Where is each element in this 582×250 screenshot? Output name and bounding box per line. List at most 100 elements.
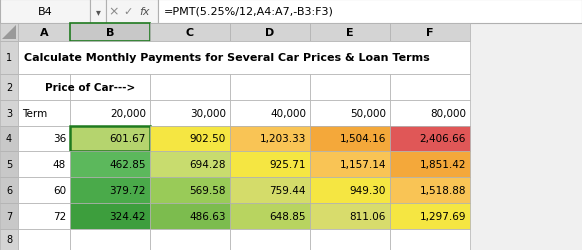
- Text: 811.06: 811.06: [350, 211, 386, 221]
- Text: 486.63: 486.63: [190, 211, 226, 221]
- Bar: [0, 24, 18, 42]
- Bar: [390, 24, 470, 42]
- Text: 949.30: 949.30: [350, 186, 386, 195]
- Text: 324.42: 324.42: [109, 211, 146, 221]
- Bar: [230, 203, 310, 229]
- Bar: [18, 178, 70, 203]
- Bar: [18, 42, 470, 74]
- Bar: [150, 24, 230, 42]
- Bar: [230, 100, 310, 126]
- Bar: [0, 100, 18, 126]
- Bar: [390, 203, 470, 229]
- Text: 1,518.88: 1,518.88: [420, 186, 466, 195]
- Text: 462.85: 462.85: [109, 160, 146, 170]
- Bar: [0, 203, 18, 229]
- Bar: [70, 74, 150, 100]
- Text: 36: 36: [53, 134, 66, 144]
- Text: Term: Term: [22, 108, 47, 118]
- Bar: [18, 203, 70, 229]
- Bar: [18, 74, 70, 100]
- Bar: [230, 126, 310, 152]
- Text: 2: 2: [6, 82, 12, 92]
- Text: ×: ×: [109, 6, 119, 18]
- Bar: [230, 178, 310, 203]
- Bar: [0, 74, 18, 100]
- Bar: [310, 152, 390, 178]
- Text: 1,504.16: 1,504.16: [340, 134, 386, 144]
- Bar: [310, 126, 390, 152]
- Bar: [0, 0, 90, 24]
- Bar: [0, 42, 18, 74]
- Text: 1: 1: [6, 53, 12, 63]
- Text: Calculate Monthly Payments for Several Car Prices & Loan Terms: Calculate Monthly Payments for Several C…: [24, 53, 430, 63]
- Text: F: F: [426, 28, 434, 38]
- Bar: [70, 24, 150, 42]
- Text: ✓: ✓: [123, 7, 133, 17]
- Bar: [18, 126, 70, 152]
- Text: 8: 8: [6, 234, 12, 244]
- Bar: [158, 0, 582, 24]
- Bar: [230, 74, 310, 100]
- Text: 379.72: 379.72: [109, 186, 146, 195]
- Bar: [18, 24, 70, 42]
- Bar: [106, 0, 158, 24]
- Text: 40,000: 40,000: [270, 108, 306, 118]
- Bar: [70, 203, 150, 229]
- Bar: [390, 126, 470, 152]
- Bar: [390, 100, 470, 126]
- Text: 72: 72: [53, 211, 66, 221]
- Text: 30,000: 30,000: [190, 108, 226, 118]
- Polygon shape: [2, 26, 16, 40]
- Text: fx: fx: [139, 7, 149, 17]
- Text: 1,297.69: 1,297.69: [420, 211, 466, 221]
- Bar: [150, 126, 230, 152]
- Text: 1,203.33: 1,203.33: [260, 134, 306, 144]
- Bar: [230, 24, 310, 42]
- Text: 3: 3: [6, 108, 12, 118]
- Text: C: C: [186, 28, 194, 38]
- Bar: [310, 229, 390, 250]
- Text: 4: 4: [6, 134, 12, 144]
- Bar: [150, 100, 230, 126]
- Text: 2,406.66: 2,406.66: [420, 134, 466, 144]
- Bar: [150, 178, 230, 203]
- Text: 648.85: 648.85: [269, 211, 306, 221]
- Bar: [310, 74, 390, 100]
- Text: A: A: [40, 28, 48, 38]
- Bar: [230, 229, 310, 250]
- Text: E: E: [346, 28, 354, 38]
- Bar: [0, 126, 18, 152]
- Bar: [18, 229, 70, 250]
- Text: 902.50: 902.50: [190, 134, 226, 144]
- Text: 1,157.14: 1,157.14: [339, 160, 386, 170]
- Bar: [310, 100, 390, 126]
- Text: 60: 60: [53, 186, 66, 195]
- Bar: [0, 178, 18, 203]
- Text: 694.28: 694.28: [190, 160, 226, 170]
- Text: 6: 6: [6, 186, 12, 195]
- Bar: [390, 152, 470, 178]
- Text: D: D: [265, 28, 275, 38]
- Text: 759.44: 759.44: [269, 186, 306, 195]
- Bar: [390, 229, 470, 250]
- Bar: [70, 152, 150, 178]
- Bar: [310, 24, 390, 42]
- Bar: [150, 74, 230, 100]
- Text: 925.71: 925.71: [269, 160, 306, 170]
- Bar: [18, 152, 70, 178]
- Text: 48: 48: [53, 160, 66, 170]
- Bar: [18, 100, 70, 126]
- Text: 569.58: 569.58: [190, 186, 226, 195]
- Text: ▾: ▾: [95, 7, 101, 17]
- Text: 1,851.42: 1,851.42: [420, 160, 466, 170]
- Bar: [150, 229, 230, 250]
- Bar: [230, 152, 310, 178]
- Text: 80,000: 80,000: [430, 108, 466, 118]
- Bar: [390, 74, 470, 100]
- Bar: [70, 126, 150, 152]
- Text: B4: B4: [38, 7, 52, 17]
- Text: =PMT(5.25%/12,A4:A7,-B3:F3): =PMT(5.25%/12,A4:A7,-B3:F3): [164, 7, 334, 17]
- Bar: [150, 203, 230, 229]
- Bar: [150, 152, 230, 178]
- Bar: [70, 178, 150, 203]
